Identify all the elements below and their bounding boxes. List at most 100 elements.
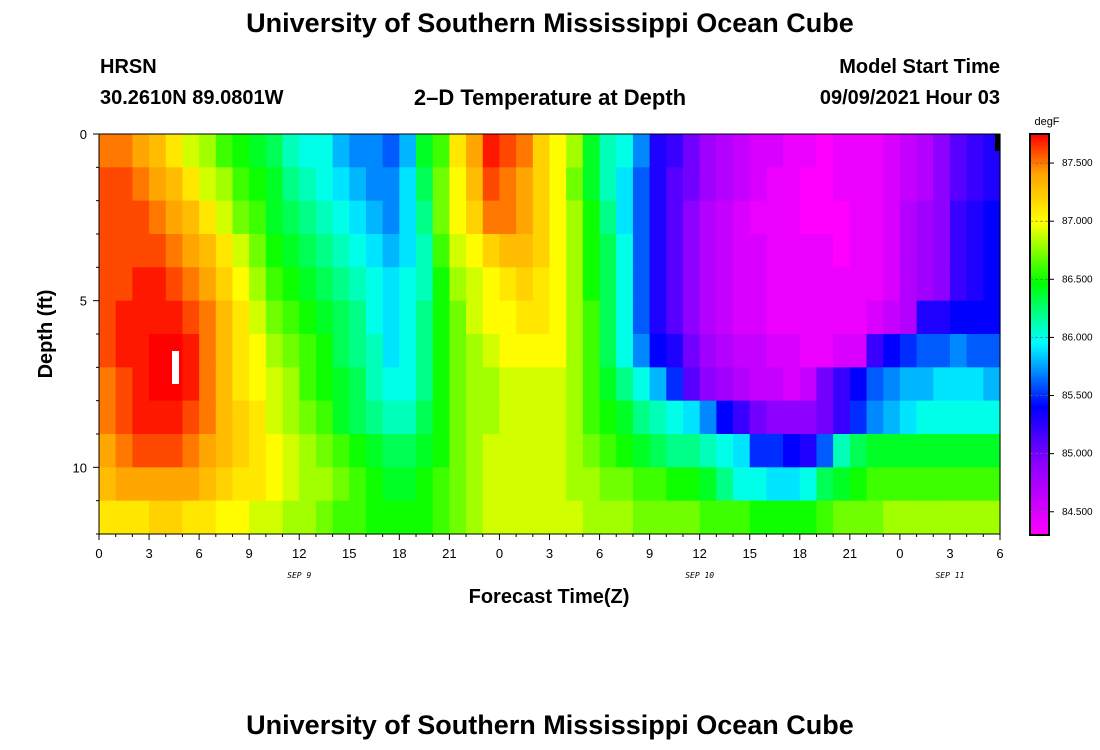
heatmap-cell [549,334,567,368]
heatmap-cell [599,300,617,335]
heatmap-cell [399,300,417,335]
heatmap-cell [432,234,450,268]
heatmap-cell [649,234,667,268]
heatmap-cell [849,500,868,535]
heatmap-cell [949,167,968,202]
heatmap-cell [883,234,901,268]
model-start-label: Model Start Time [839,56,1000,78]
x-tick-label: 6 [195,546,202,561]
heatmap-cell [332,300,350,335]
heatmap-cell [833,500,851,535]
heatmap-cell [916,167,934,202]
heatmap-cell [466,200,484,235]
heatmap-cell [449,267,467,302]
heatmap-cell [949,500,968,535]
heatmap-cell [115,467,133,502]
heatmap-cell [382,200,400,235]
heatmap-cell [149,267,167,302]
heatmap-cell [733,467,751,502]
heatmap-cell [182,434,200,468]
heatmap-cell [816,267,834,302]
heatmap-cell [916,467,934,502]
heatmap-cell [816,200,834,235]
heatmap-cell [532,134,551,168]
heatmap-cell [232,467,250,502]
heatmap-cell [699,500,717,535]
colorbar: degF 84.500 85.000 85.500 86.000 86.500 87.00… [1029,116,1093,536]
heatmap-cell [649,400,667,435]
heatmap-cell [666,167,684,202]
heatmap-cell [816,334,834,368]
heatmap-cell [532,434,551,468]
heatmap-cell [265,367,284,402]
heatmap-cell [282,400,300,435]
heatmap-cell [682,467,701,502]
heatmap-cell [132,334,150,368]
heatmap-cell [232,234,250,268]
heatmap-cell [182,467,200,502]
heatmap-cell [883,400,901,435]
heatmap-cell [282,234,300,268]
heatmap-cell [799,234,818,268]
heatmap-cell [916,400,934,435]
y-axis-label: Depth (ft) [35,290,57,379]
heatmap-cell [933,200,951,235]
heatmap-cell [682,400,701,435]
x-tick-label: 21 [442,546,456,561]
heatmap-cell [315,334,334,368]
x-tick-label: 12 [692,546,706,561]
heatmap-cell [499,167,517,202]
heatmap-cell [399,267,417,302]
plot-end-marker [995,134,1000,151]
heatmap-cell [449,334,467,368]
heatmap-cell [666,267,684,302]
heatmap-cell [499,234,517,268]
heatmap-cell [632,500,651,535]
heatmap-cell [382,367,400,402]
heatmap-cell [899,167,918,202]
heatmap-cell [749,134,768,168]
heatmap-cell [582,434,601,468]
heatmap-cell [749,400,768,435]
heatmap-cell [733,434,751,468]
heatmap-cell [449,400,467,435]
heatmap-cell [132,500,150,535]
heatmap-cell [649,167,667,202]
heatmap-cell [749,267,768,302]
heatmap-cell [599,367,617,402]
heatmap-cell [232,300,250,335]
heatmap-cell [582,400,601,435]
heatmap-cell [733,267,751,302]
heatmap-cell [299,267,317,302]
heatmap-cell [165,234,184,268]
heatmap-cell [983,334,1001,368]
heatmap-cell [249,334,267,368]
heatmap-cell [849,200,868,235]
heatmap-cell [833,134,851,168]
heatmap-cell [382,400,400,435]
heatmap-cell [866,467,884,502]
x-tick-label: 18 [793,546,807,561]
heatmap-cell [966,500,984,535]
heatmap-cell [432,334,450,368]
heatmap-cell [799,300,818,335]
heatmap-cell [149,300,167,335]
heatmap-cell [532,400,551,435]
colorbar-fill [1029,133,1050,536]
heatmap-cell [849,367,868,402]
heatmap-cell [499,434,517,468]
heatmap-cell [282,167,300,202]
heatmap-cell [616,134,634,168]
heatmap-cell [466,400,484,435]
heatmap-cell [833,167,851,202]
heatmap-cell [499,134,517,168]
heatmap-cell [149,500,167,535]
heatmap-cell [516,334,534,368]
heatmap-cell [566,434,584,468]
heatmap-cell [199,300,217,335]
heatmap-cell [716,334,734,368]
heatmap-cell [282,467,300,502]
heatmap-cell [315,134,334,168]
heatmap-cell [449,434,467,468]
heatmap-cell [899,200,918,235]
